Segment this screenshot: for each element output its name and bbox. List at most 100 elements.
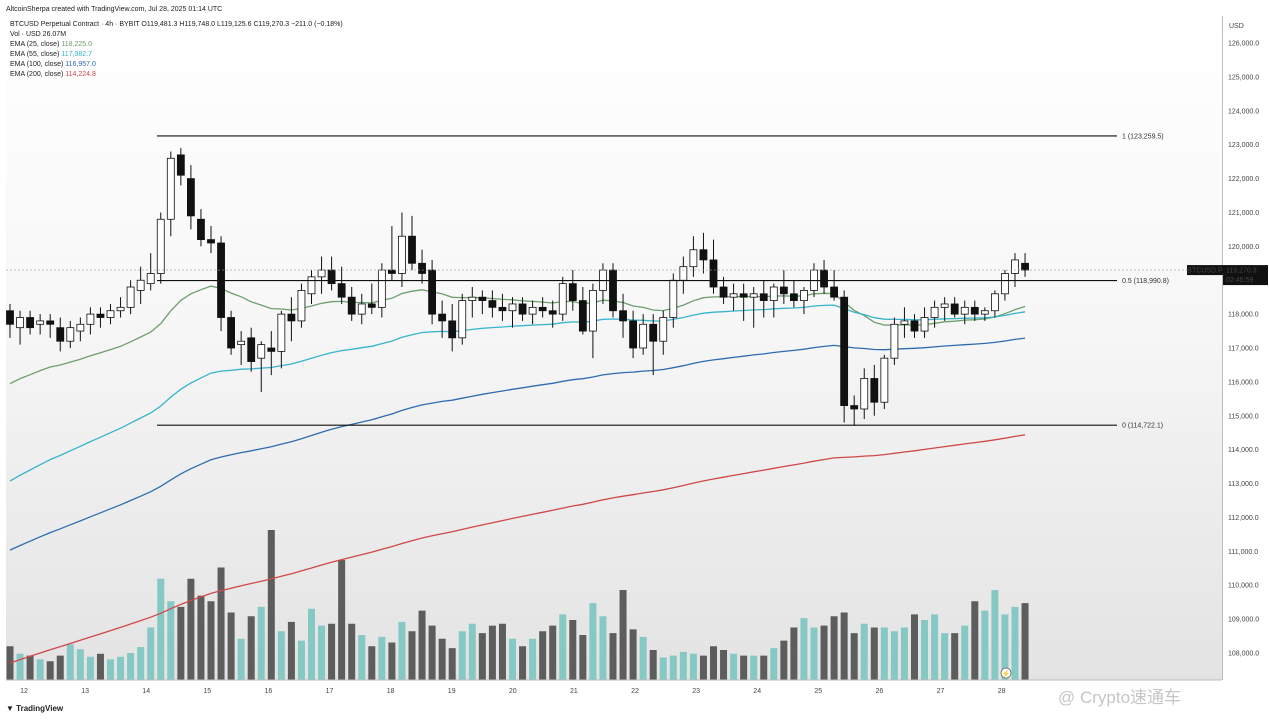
- volume-bar: [931, 614, 939, 680]
- volume-bars: [6, 530, 1029, 680]
- volume-bar: [26, 655, 34, 680]
- candle: [156, 212, 165, 284]
- candle-body-up: [126, 286, 135, 308]
- lightning-icon-circle: [1000, 667, 1012, 679]
- candle: [729, 283, 738, 311]
- volume-bar: [609, 633, 617, 680]
- candle-body-up: [769, 286, 778, 301]
- candle-body-up: [297, 290, 306, 322]
- candle-body-down: [790, 293, 798, 301]
- candle-body-up: [377, 269, 386, 308]
- candle: [779, 270, 788, 304]
- symbol-line[interactable]: BTCUSD Perpetual Contract · 4h · BYBIT O…: [10, 21, 343, 28]
- volume-bar: [16, 653, 24, 680]
- candle: [840, 290, 849, 423]
- volume-bar: [398, 621, 406, 680]
- ema-200-entry[interactable]: EMA (200, close) 114,224.8: [10, 70, 343, 80]
- candle: [689, 236, 698, 277]
- volume-bar: [519, 646, 527, 680]
- candle-body-up: [800, 290, 808, 301]
- volume-bar: [1021, 603, 1029, 680]
- x-tick-label: 24: [753, 688, 761, 695]
- candle-body-down: [448, 320, 457, 339]
- volume-bar: [800, 618, 808, 680]
- x-tick-label: 23: [692, 688, 700, 695]
- candle: [830, 270, 838, 301]
- price-axis[interactable]: [1222, 16, 1269, 680]
- candle: [769, 283, 778, 318]
- volume-bar: [1001, 614, 1009, 680]
- volume-bar: [911, 614, 918, 680]
- volume-bar: [187, 578, 195, 680]
- y-tick-label: 117,000.0: [1228, 346, 1259, 353]
- candle: [458, 293, 467, 345]
- candle: [478, 290, 487, 315]
- candle: [568, 270, 577, 311]
- volume-bar: [569, 620, 577, 680]
- volume-bar: [358, 635, 366, 680]
- volume-bar: [750, 655, 758, 680]
- volume-bar: [277, 631, 285, 680]
- tradingview-logo[interactable]: ▼ TradingView: [6, 704, 63, 713]
- ema-55-label: EMA (55, close): [10, 51, 60, 58]
- volume-bar: [730, 653, 738, 680]
- candle: [166, 151, 175, 237]
- volume-bar: [388, 642, 396, 680]
- candle-body-down: [538, 306, 547, 312]
- volume-bar: [720, 650, 728, 680]
- volume-bar: [509, 638, 516, 680]
- candle: [277, 310, 286, 369]
- candle-body-down: [759, 293, 768, 301]
- candle: [950, 297, 959, 318]
- candle-body-up: [508, 303, 517, 312]
- volume-bar: [107, 659, 114, 680]
- candle: [739, 283, 748, 321]
- volume-line[interactable]: Vol · USD 26.07M: [10, 31, 67, 38]
- ema-25-label: EMA (25, close): [10, 41, 60, 48]
- volume-bar: [46, 661, 54, 680]
- candle: [759, 280, 768, 318]
- candle-body-down: [478, 296, 487, 301]
- candle-body-down: [267, 347, 276, 352]
- candle-body-down: [337, 283, 346, 298]
- symbol-badge: [1187, 265, 1223, 276]
- volume-bar: [991, 590, 999, 680]
- x-tick-label: 25: [814, 688, 822, 695]
- candle: [367, 283, 376, 315]
- ema-100-entry[interactable]: EMA (100, close) 116,957.0: [10, 60, 343, 70]
- candle: [498, 293, 507, 321]
- x-tick-label: 17: [326, 688, 334, 695]
- volume-bar: [318, 625, 326, 680]
- chart-plot-area[interactable]: [6, 16, 1222, 680]
- ema-55-entry[interactable]: EMA (55, close) 117,982.7: [10, 50, 343, 60]
- candle-body-down: [186, 178, 195, 217]
- candle-body-up: [166, 157, 175, 220]
- y-tick-label: 126,000.0: [1228, 41, 1259, 48]
- candle: [548, 300, 557, 328]
- volume-bar: [951, 633, 959, 680]
- candle: [629, 310, 637, 359]
- candle: [960, 300, 969, 325]
- x-tick-label: 15: [203, 688, 211, 695]
- candle: [327, 256, 336, 291]
- candle-body-up: [36, 320, 45, 325]
- ema-25-entry[interactable]: EMA (25, close) 118,225.0: [10, 40, 343, 50]
- y-tick-label: 113,000.0: [1228, 481, 1259, 488]
- volume-bar: [177, 606, 185, 680]
- candle: [468, 287, 477, 318]
- candle: [76, 317, 85, 342]
- candle: [337, 266, 346, 304]
- volume-bar: [790, 627, 798, 680]
- candle-body-up: [589, 290, 597, 332]
- candle-body-down: [850, 405, 859, 410]
- candle-body-up: [458, 300, 467, 339]
- candle: [36, 314, 45, 335]
- volume-bar: [810, 627, 818, 680]
- x-tick-label: 20: [509, 688, 517, 695]
- candle-body-up: [558, 283, 567, 315]
- y-tick-label: 115,000.0: [1228, 413, 1259, 420]
- volume-bar: [438, 638, 446, 680]
- tradingview-icon: ▼: [6, 704, 14, 713]
- volume-bar: [36, 659, 44, 680]
- candle: [307, 270, 316, 304]
